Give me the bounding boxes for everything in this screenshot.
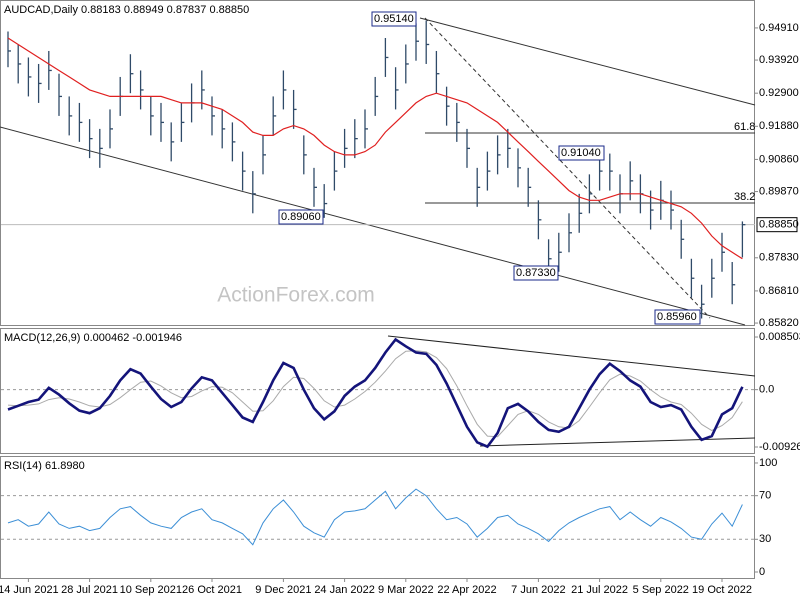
level-box — [278, 209, 324, 225]
line-rsi — [7, 488, 743, 546]
current-price-label: 0.88850 — [759, 219, 799, 231]
line-signal — [7, 350, 743, 438]
level-box — [371, 11, 417, 27]
line-macd — [7, 337, 744, 449]
macd-title: MACD(12,26,9) 0.000462 -0.001946 — [4, 332, 182, 344]
x-tick-label: 28 Jul 2021 — [61, 584, 118, 596]
watermark: ActionForex.com — [217, 284, 375, 307]
trend-line — [424, 17, 711, 319]
y-tick-label: 0.89870 — [759, 185, 799, 197]
level-label: 0.87330 — [516, 267, 556, 279]
y-tick-label: 0.92900 — [759, 87, 799, 99]
level-box — [654, 309, 701, 325]
level-label: 0.91040 — [561, 147, 601, 159]
price-title: AUDCAD,Daily 0.88183 0.88949 0.87837 0.8… — [4, 4, 249, 16]
y-tick-label: 30 — [759, 533, 771, 545]
x-tick-label: 9 Dec 2021 — [255, 584, 311, 596]
x-tick-label: 5 Sep 2022 — [633, 584, 689, 596]
y-tick-label: 100 — [759, 457, 777, 469]
x-tick-label: 26 Oct 2021 — [182, 584, 242, 596]
macd-trend-line — [479, 437, 756, 447]
x-tick-label: 7 Jun 2022 — [511, 584, 565, 596]
y-tick-label: 0.85820 — [759, 317, 799, 329]
y-tick-label: 0.87830 — [759, 252, 799, 264]
y-tick-label: 0.90860 — [759, 153, 799, 165]
y-tick-label: 0.0 — [759, 384, 774, 396]
price-panel — [0, 0, 755, 326]
level-box — [513, 265, 559, 281]
y-tick-label: 0.91880 — [759, 120, 799, 132]
y-tick-label: 0.86810 — [759, 285, 799, 297]
y-tick-label: 0 — [759, 566, 765, 578]
x-tick-label: 19 Oct 2022 — [692, 584, 752, 596]
rsi-panel — [0, 456, 755, 579]
channel-line — [0, 126, 746, 326]
y-tick-label: -0.009262 — [759, 441, 800, 453]
fibonacci-label: 61.8 — [734, 121, 755, 133]
macd-panel — [0, 328, 755, 454]
y-tick-label: 0.94910 — [759, 22, 799, 34]
x-tick-label: 14 Jun 2021 — [0, 584, 59, 596]
level-label: 0.85960 — [657, 311, 697, 323]
current-price-box — [756, 217, 798, 233]
y-tick-label: 0.008503 — [759, 331, 800, 343]
x-tick-label: 9 Mar 2022 — [378, 584, 434, 596]
x-tick-label: 21 Jul 2022 — [571, 584, 628, 596]
macd-trend-line — [387, 335, 756, 377]
channel-line — [419, 17, 756, 106]
level-label: 0.95140 — [374, 13, 414, 25]
x-tick-label: 24 Jan 2022 — [314, 584, 375, 596]
x-tick-label: 10 Sep 2021 — [120, 584, 182, 596]
x-tick-label: 22 Apr 2022 — [437, 584, 496, 596]
y-tick-label: 0.93920 — [759, 54, 799, 66]
y-tick-label: 70 — [759, 490, 771, 502]
level-box — [558, 145, 605, 161]
fibonacci-label: 38.2 — [734, 191, 755, 203]
line-moving-average — [7, 37, 743, 260]
level-label: 0.89060 — [281, 211, 321, 223]
rsi-title: RSI(14) 61.8980 — [4, 460, 85, 472]
